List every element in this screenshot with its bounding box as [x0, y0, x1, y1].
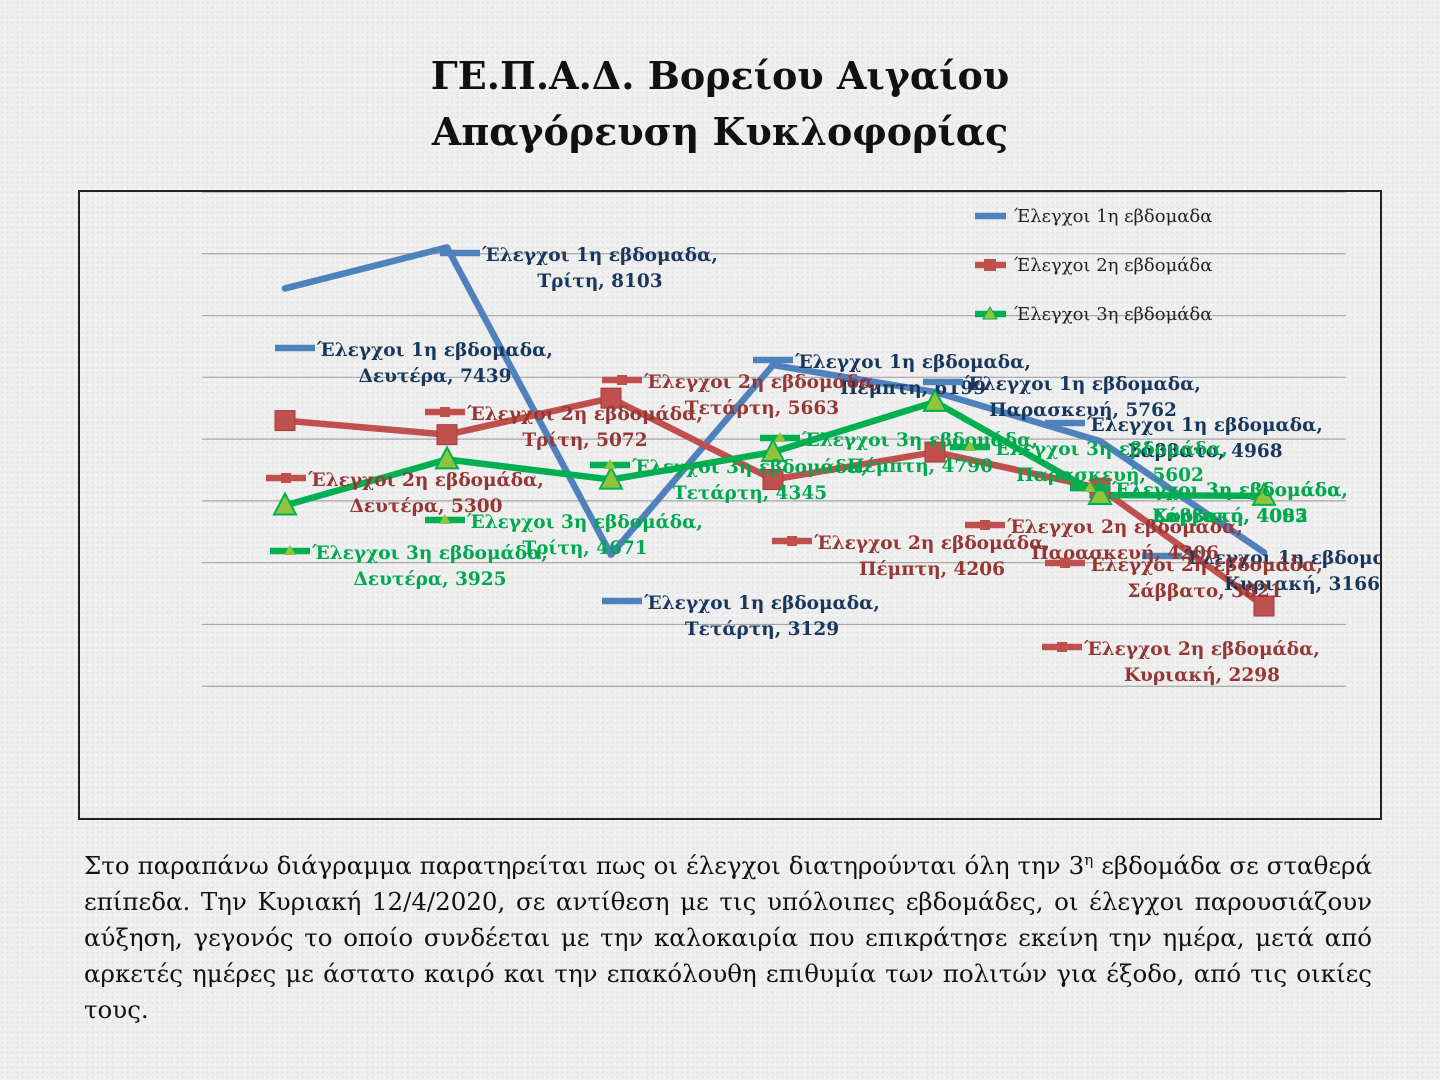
description-paragraph: Στο παραπάνω διάγραμμα παρατηρείται πως … — [84, 842, 1372, 1028]
data-label: Έλεγχοι 2η εβδομάδα, — [1086, 555, 1323, 576]
data-label: Πέμπτη, 4206 — [859, 559, 1005, 580]
data-label: Έλεγχοι 2η εβδομάδα, — [643, 372, 880, 393]
data-label: Σάββατο, 4095 — [1152, 506, 1307, 527]
data-label: Έλεγχοι 2η εβδομάδα, — [813, 533, 1050, 554]
data-label: Έλεγχοι 3η εβδομάδα, — [631, 457, 868, 478]
data-label: Τετάρτη, 5663 — [685, 398, 839, 419]
data-label-key-marker — [787, 536, 797, 546]
data-label-key-marker — [604, 459, 616, 469]
title-line-1: ΓΕ.Π.Α.Δ. Βορείου Αιγαίου — [430, 53, 1010, 98]
series-2-marker — [436, 424, 458, 446]
legend-key-marker — [984, 259, 996, 271]
chart-frame: Έλεγχοι 1η εβδομαδα, Δευτέρα, 7439 Έλεγχοι… — [78, 190, 1382, 820]
data-label: Πέμπτη, 4790 — [847, 456, 993, 477]
title-line-2: Απαγόρευση Κυκλοφορίας — [431, 109, 1009, 154]
series-3-marker — [760, 437, 786, 463]
series-line-1 — [281, 244, 1268, 558]
series-2-marker — [600, 387, 622, 409]
data-label: Έλεγχοι 3η εβδομάδα, — [1111, 480, 1348, 501]
page-title: ΓΕ.Π.Α.Δ. Βορείου Αιγαίου Απαγόρευση Κυκ… — [0, 48, 1440, 160]
data-label: Παρασκευή, 5762 — [989, 400, 1177, 421]
data-label: Έλεγχοι 2η εβδομάδα, — [1083, 639, 1320, 660]
data-label: Έλεγχοι 1η εβδομαδα, — [1183, 548, 1380, 569]
data-label: Έλεγχοι 3η εβδομάδα, — [1111, 480, 1348, 501]
series-3-marker — [272, 491, 298, 516]
data-label-key-marker — [617, 375, 627, 385]
series-2-marker — [924, 441, 946, 463]
legend-key-marker — [982, 306, 998, 320]
data-label: Έλεγχοι 1η εβδομαδα, — [481, 245, 718, 266]
data-label: Τρίτη, 4671 — [522, 538, 647, 559]
data-label-key-marker — [774, 432, 786, 442]
legend-label-1: Έλεγχοι 1η εβδομαδα — [1014, 206, 1212, 227]
series-2-marker — [762, 469, 784, 491]
data-label: Έλεγχοι 2η εβδομάδα, — [307, 470, 544, 491]
data-label-key-marker — [1084, 482, 1096, 492]
data-label: Έλεγχοι 1η εβδομαδα, — [643, 593, 880, 614]
data-label: Έλεγχοι 1η εβδομαδα, — [794, 352, 1031, 373]
series-3-marker — [922, 387, 948, 412]
data-label: Δευτέρα, 3925 — [353, 569, 506, 590]
paragraph-text-rest: εβδομάδα σε σταθερά επίπεδα. Την Κυριακή… — [84, 851, 1372, 1025]
data-label: Τρίτη, 8103 — [537, 271, 662, 292]
data-label-key-marker — [980, 520, 990, 530]
data-label: Παρασκευή, 5602 — [1016, 465, 1204, 486]
series-3-marker — [598, 465, 624, 490]
line-chart: Έλεγχοι 1η εβδομαδα, Δευτέρα, 7439 Έλεγχοι… — [202, 192, 1380, 687]
data-label-key-marker — [281, 473, 291, 483]
data-label-key-marker — [439, 514, 451, 524]
data-label: Κυριακή, 4082 — [1152, 506, 1308, 527]
data-label: Τρίτη, 5072 — [522, 430, 647, 451]
data-label: Κυριακή, 2298 — [1124, 665, 1280, 686]
data-label: Έλεγχοι 3η εβδομάδα, — [311, 543, 548, 564]
data-label-key-marker — [964, 441, 976, 451]
series-3-marker — [434, 445, 460, 470]
data-label: Έλεγχοι 3η εβδομάδα, — [466, 512, 703, 533]
legend-label-3: Έλεγχοι 3η εβδομάδα — [1014, 304, 1212, 325]
data-label-key-marker — [440, 407, 450, 417]
legend-label-2: Έλεγχοι 2η εβδομάδα — [1014, 255, 1212, 276]
data-label: Σάββατο, 3821 — [1127, 581, 1282, 602]
paragraph-text-start: Στο παραπάνω διάγραμμα παρατηρείται πως … — [84, 851, 1085, 881]
data-label-key-marker — [1060, 558, 1070, 568]
data-label-key-marker — [284, 545, 296, 555]
data-label: Τετάρτη, 3129 — [685, 619, 839, 640]
data-label-key-marker — [1057, 642, 1067, 652]
data-label: Έλεγχοι 2η εβδομάδα, — [1006, 517, 1243, 538]
data-label: Έλεγχοι 3η εβδομάδα, — [991, 439, 1228, 460]
series-3-marker — [1087, 480, 1113, 506]
data-label: Έλεγχοι 1η εβδομαδα, — [964, 374, 1201, 395]
data-label: Τετάρτη, 4345 — [673, 483, 827, 504]
data-label: Παρασκευή, 4206 — [1031, 543, 1219, 564]
paragraph-superscript: η — [1084, 851, 1094, 869]
data-label: Έλεγχοι 1η εβδομαδα, — [316, 340, 553, 361]
data-label: Κυριακή, 3166 — [1224, 574, 1380, 595]
data-label: Σάββατο, 4968 — [1127, 441, 1282, 462]
data-label: Έλεγχοι 2η εβδομάδα, — [466, 404, 703, 425]
series-2-marker — [274, 410, 296, 432]
data-label: Δευτέρα, 5300 — [349, 496, 502, 517]
data-label: Έλεγχοι 1η εβδομαδα, — [1086, 415, 1323, 436]
series-2-marker — [1253, 595, 1275, 617]
data-label: Δευτέρα, 7439 — [358, 366, 511, 387]
series-3-marker — [1251, 481, 1277, 506]
